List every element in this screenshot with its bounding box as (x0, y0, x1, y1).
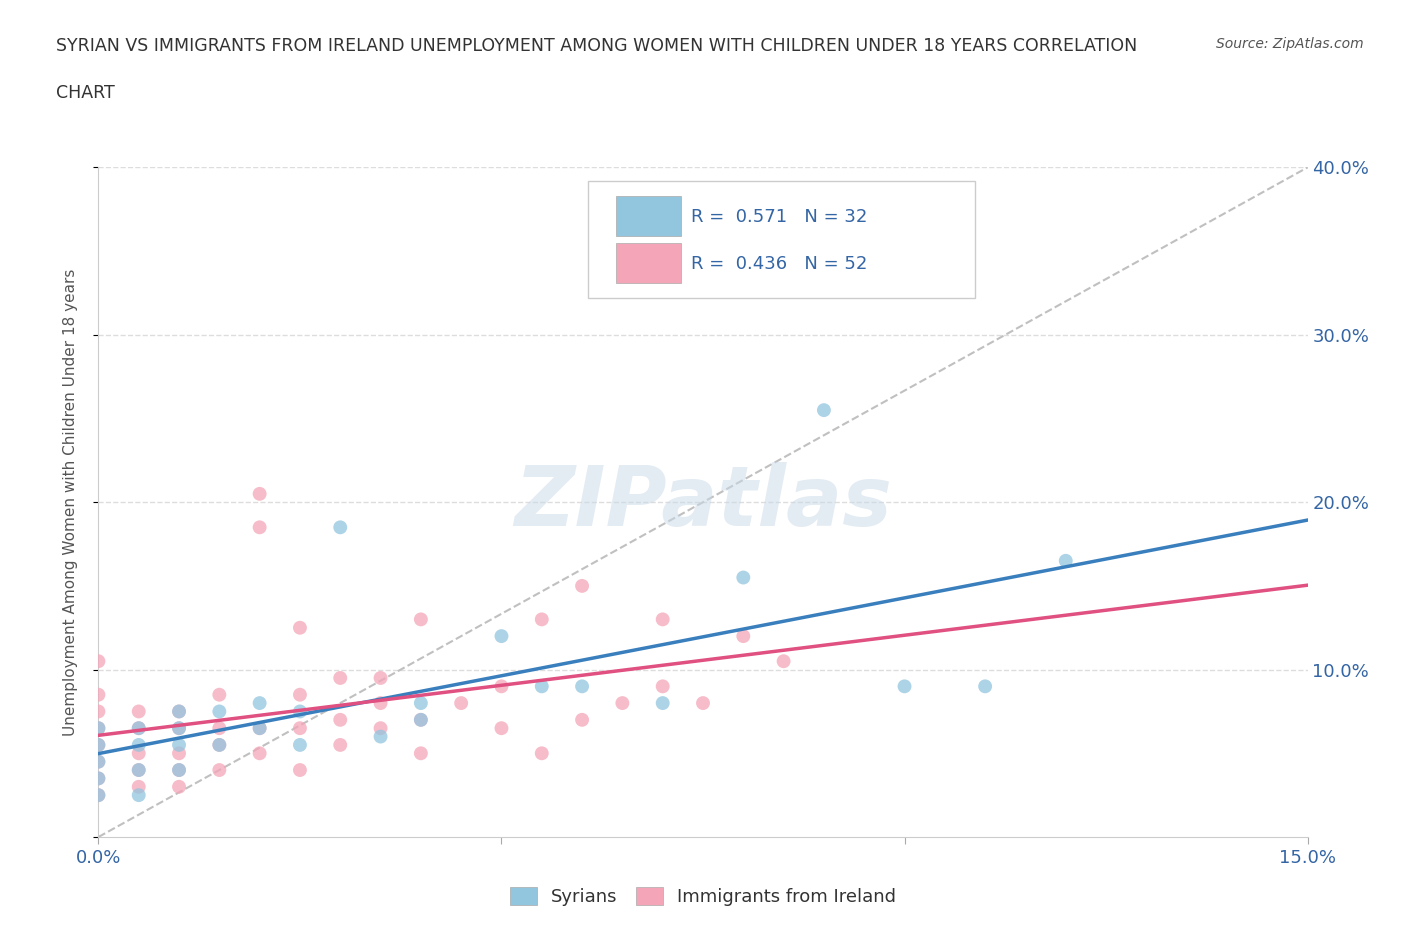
Point (530, 679, 553, 694)
Point (288, 704, 311, 719)
FancyBboxPatch shape (616, 196, 682, 235)
Point (87, 704, 110, 719)
Point (409, 712, 432, 727)
Point (249, 721, 271, 736)
Point (329, 737, 352, 752)
Point (571, 712, 593, 727)
Point (249, 486, 271, 501)
Point (128, 721, 150, 736)
Point (612, 696, 634, 711)
Text: CHART: CHART (56, 84, 115, 101)
Point (249, 696, 271, 711)
Point (167, 737, 190, 752)
Point (128, 704, 150, 719)
Point (87, 721, 110, 736)
Point (651, 679, 673, 694)
Point (288, 763, 311, 777)
Point (87, 687, 110, 702)
Point (409, 696, 432, 711)
Point (288, 620, 311, 635)
Point (530, 746, 553, 761)
Point (87, 788, 110, 803)
Point (329, 712, 352, 727)
Point (772, 654, 794, 669)
Point (87, 754, 110, 769)
Point (128, 746, 150, 761)
Point (208, 687, 231, 702)
Point (893, 679, 915, 694)
Point (208, 704, 231, 719)
Point (571, 578, 593, 593)
Point (208, 763, 231, 777)
Point (167, 746, 190, 761)
Point (813, 403, 835, 418)
Point (288, 687, 311, 702)
Text: R =  0.436   N = 52: R = 0.436 N = 52 (690, 255, 868, 272)
Text: Source: ZipAtlas.com: Source: ZipAtlas.com (1216, 37, 1364, 51)
Point (974, 679, 997, 694)
Point (692, 696, 714, 711)
Point (329, 671, 352, 685)
FancyBboxPatch shape (588, 180, 976, 298)
Y-axis label: Unemployment Among Women with Children Under 18 years: Unemployment Among Women with Children U… (63, 269, 77, 736)
Point (208, 737, 231, 752)
Point (87, 654, 110, 669)
Point (167, 763, 190, 777)
Point (370, 696, 392, 711)
Point (530, 612, 553, 627)
Point (329, 520, 352, 535)
Text: SYRIAN VS IMMIGRANTS FROM IRELAND UNEMPLOYMENT AMONG WOMEN WITH CHILDREN UNDER 1: SYRIAN VS IMMIGRANTS FROM IRELAND UNEMPL… (56, 37, 1137, 55)
Point (167, 704, 190, 719)
Point (370, 721, 392, 736)
Point (128, 779, 150, 794)
Point (491, 721, 513, 736)
Text: R =  0.571   N = 32: R = 0.571 N = 32 (690, 208, 868, 226)
Point (571, 679, 593, 694)
Point (87, 754, 110, 769)
Point (370, 671, 392, 685)
Point (651, 696, 673, 711)
FancyBboxPatch shape (616, 243, 682, 283)
Point (128, 763, 150, 777)
Point (288, 737, 311, 752)
Point (651, 612, 673, 627)
Point (733, 570, 755, 585)
Point (87, 737, 110, 752)
Point (491, 629, 513, 644)
Point (87, 771, 110, 786)
Point (87, 721, 110, 736)
Point (128, 721, 150, 736)
Point (370, 729, 392, 744)
Point (87, 737, 110, 752)
Point (87, 788, 110, 803)
Point (249, 520, 271, 535)
Point (208, 737, 231, 752)
Point (249, 721, 271, 736)
Point (167, 779, 190, 794)
Point (167, 721, 190, 736)
Point (249, 746, 271, 761)
Point (1054, 553, 1077, 568)
Point (167, 704, 190, 719)
Point (167, 721, 190, 736)
Point (128, 788, 150, 803)
Point (491, 679, 513, 694)
Point (128, 763, 150, 777)
Point (167, 763, 190, 777)
Point (409, 712, 432, 727)
Point (409, 746, 432, 761)
Point (450, 696, 472, 711)
Point (87, 771, 110, 786)
Point (288, 721, 311, 736)
Legend: Syrians, Immigrants from Ireland: Syrians, Immigrants from Ireland (501, 878, 905, 915)
Point (208, 721, 231, 736)
Point (409, 612, 432, 627)
Text: ZIPatlas: ZIPatlas (515, 461, 891, 543)
Point (733, 629, 755, 644)
Point (128, 737, 150, 752)
